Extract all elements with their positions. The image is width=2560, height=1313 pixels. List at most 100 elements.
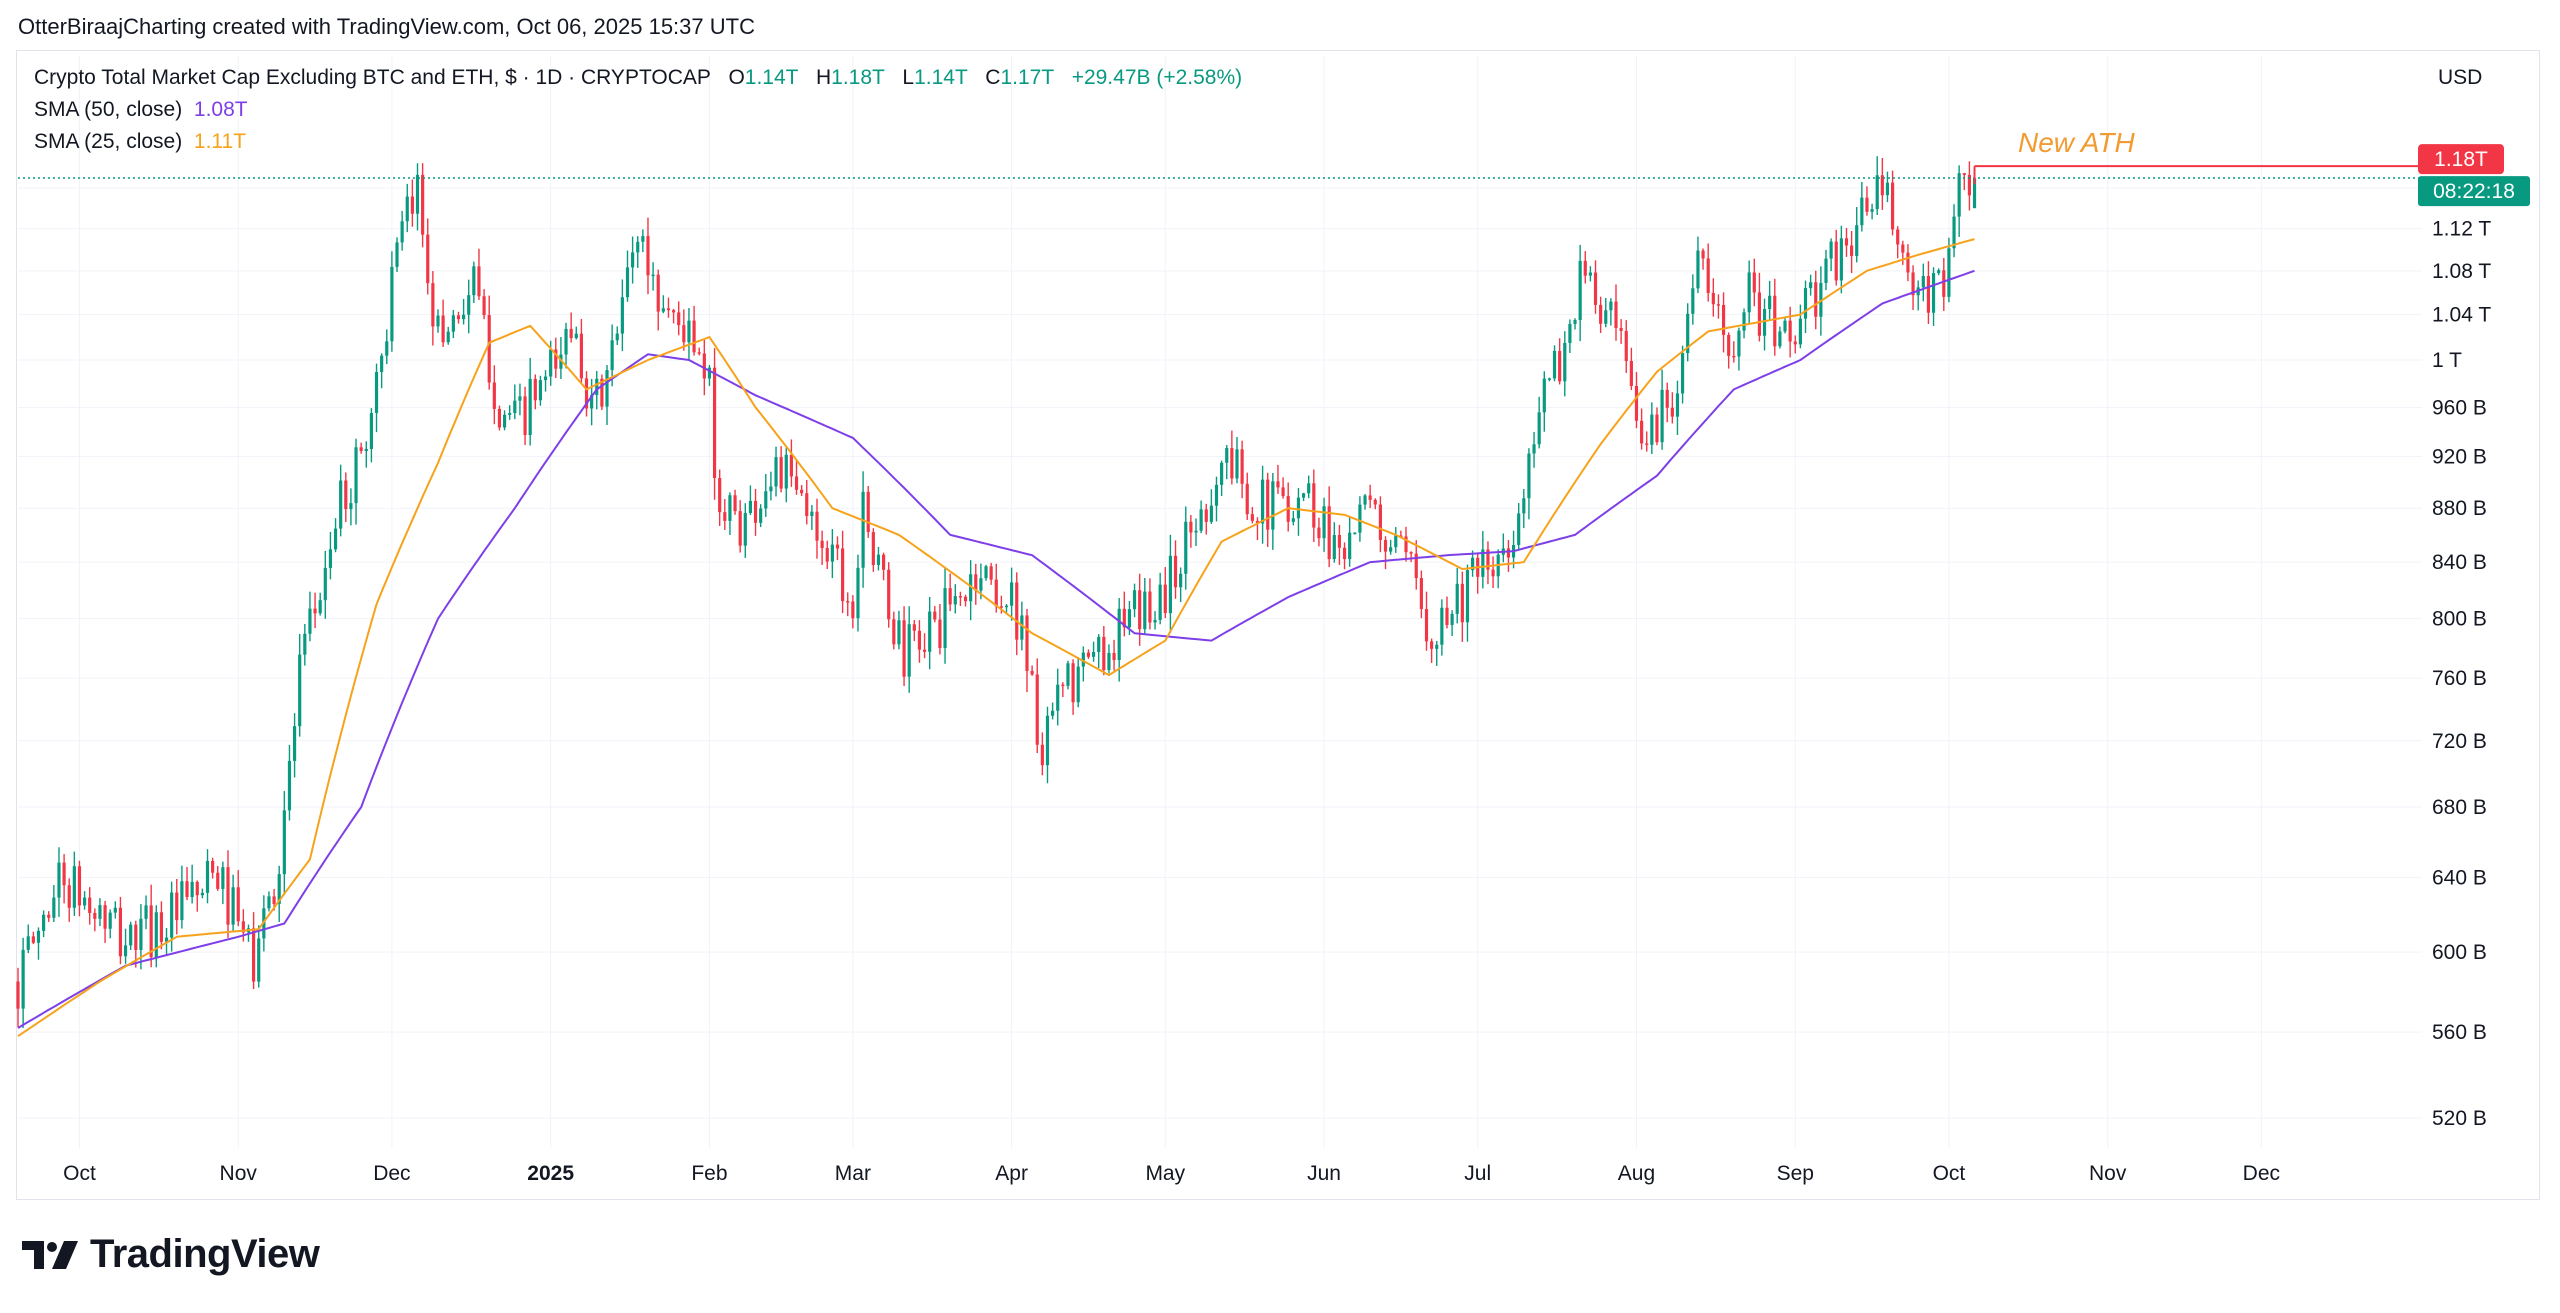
candle-body [1624, 330, 1628, 361]
candle-body [349, 503, 353, 510]
candle-body [462, 314, 466, 320]
time-tick-label: Jul [1464, 1162, 1491, 1185]
candle-body [1962, 173, 1966, 175]
candle-body [559, 354, 563, 369]
candle-body [1220, 462, 1224, 485]
candle-body [241, 921, 245, 933]
candle-body [287, 760, 292, 811]
candle-body [672, 310, 676, 313]
candle-body [333, 528, 338, 550]
candle-body [1107, 652, 1111, 671]
candle-body [108, 912, 112, 929]
candle-body [605, 370, 609, 407]
candle-body [410, 196, 414, 214]
price-tick-label: 840 B [2432, 551, 2487, 574]
candle-body [1430, 641, 1434, 649]
candle-body [374, 371, 379, 413]
sma50-legend[interactable]: SMA (50, close) 1.08T [34, 98, 248, 122]
candle-body [1225, 448, 1229, 463]
candle-body [595, 378, 599, 395]
time-tick-label: Apr [995, 1162, 1028, 1185]
candle-body [1261, 479, 1265, 524]
candle-body [1527, 453, 1531, 499]
candle-body [1696, 250, 1700, 289]
candle-body [687, 320, 691, 343]
chart-attribution: OtterBiraajCharting created with Trading… [18, 14, 755, 39]
candle-body [666, 308, 671, 311]
candle-body [892, 619, 896, 645]
candle-body [646, 236, 650, 276]
candle-body [897, 620, 901, 645]
candle-body [1138, 590, 1142, 630]
candle-body [1650, 414, 1654, 445]
price-tick-label: 760 B [2432, 667, 2487, 690]
countdown-badge [2418, 176, 2530, 207]
candle-body [600, 378, 604, 407]
candle-body [1783, 320, 1787, 332]
candle-body [42, 914, 46, 931]
candle-body [1353, 532, 1357, 535]
tradingview-logo[interactable]: TradingView [22, 1232, 320, 1277]
candle-body [487, 315, 491, 383]
candle-body [1189, 521, 1193, 533]
candle-body [175, 892, 179, 921]
candle-body [723, 512, 727, 521]
sma25-legend[interactable]: SMA (25, close) 1.11T [34, 130, 246, 154]
candle-body [477, 266, 481, 297]
time-tick-label: Jun [1307, 1162, 1341, 1185]
candle-body [77, 866, 82, 906]
candle-body [436, 315, 440, 327]
candle-body [1091, 651, 1096, 657]
candle-body [1465, 570, 1470, 623]
candle-body [82, 897, 87, 906]
candle-body [1957, 173, 1961, 217]
currency-selector[interactable]: USD [2438, 66, 2483, 89]
candle-body [446, 331, 450, 343]
candle-body [933, 611, 937, 620]
candle-body [1153, 619, 1157, 623]
candle-body [610, 340, 614, 371]
candle-body [211, 860, 215, 873]
candle-body [318, 600, 322, 614]
candle-body [1537, 412, 1541, 445]
candle-body [871, 532, 875, 566]
candle-body [313, 608, 317, 614]
candle-body [1778, 331, 1782, 347]
candle-body [697, 352, 701, 354]
candle-body [257, 938, 261, 982]
candle-body [339, 480, 343, 529]
candle-body [1296, 497, 1301, 519]
candle-body [728, 495, 732, 521]
candle-body [656, 274, 660, 312]
candle-body [958, 596, 962, 598]
time-tick-label: Oct [63, 1162, 96, 1185]
candle-body [1235, 449, 1239, 479]
candle-body [794, 476, 799, 490]
symbol-legend[interactable]: Crypto Total Market Cap Excluding BTC an… [34, 66, 1242, 90]
candle-body [1901, 244, 1905, 253]
candle-body [907, 624, 911, 677]
candle-body [395, 242, 399, 267]
ath-annotation: New ATH [2018, 127, 2135, 158]
candle-body [1424, 608, 1429, 642]
candle-body [200, 892, 204, 896]
candle-body [1230, 448, 1234, 479]
candle-body [928, 611, 932, 652]
time-tick-label: Nov [220, 1162, 258, 1185]
candle-body [1711, 292, 1715, 305]
candle-body [1102, 636, 1106, 671]
change-value: +29.47B (+2.58%) [1071, 66, 1243, 89]
candle-body [1599, 304, 1603, 324]
tradingview-logo-text: TradingView [90, 1232, 320, 1276]
candle-body [1383, 540, 1388, 552]
candle-body [784, 454, 788, 489]
candle-body [1691, 288, 1695, 314]
candle-body [1271, 481, 1275, 530]
candle-body [298, 654, 302, 727]
sma25-label: SMA (25, close) [34, 130, 183, 153]
price-tick-label: 880 B [2432, 497, 2487, 520]
candle-body [88, 897, 92, 913]
candle-body [441, 315, 445, 343]
candle-body [774, 457, 778, 487]
